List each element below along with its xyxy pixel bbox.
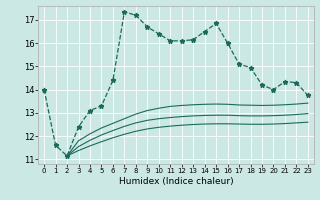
X-axis label: Humidex (Indice chaleur): Humidex (Indice chaleur): [119, 177, 233, 186]
